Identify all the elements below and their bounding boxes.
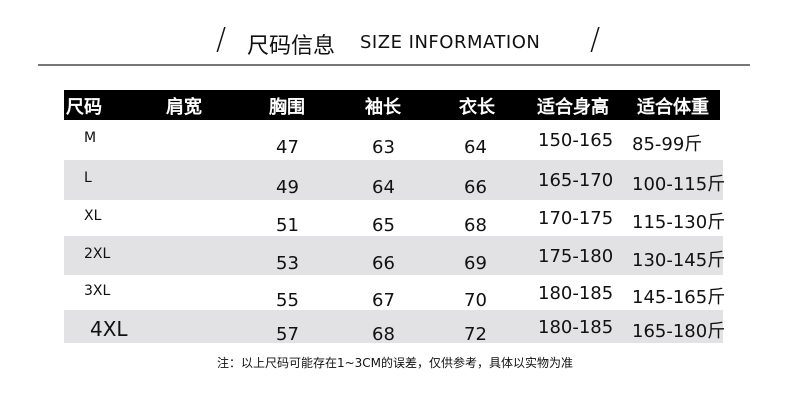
table-row: M 47 63 64 150-165 85-99斤 — [64, 120, 723, 160]
note: 注：以上尺码可能存在1~3CM的误差，仅供参考，具体以实物为准 — [216, 356, 574, 370]
cell-height: 170-175 — [538, 208, 614, 229]
cell-length: 66 — [464, 177, 487, 198]
cell-size: 3XL — [84, 282, 111, 299]
cell-weight: 115-130斤 — [632, 212, 726, 233]
cell-sleeve: 63 — [372, 137, 395, 158]
cell-length: 69 — [464, 252, 487, 274]
table-row: 3XL 55 67 70 180-185 145-165斤 — [64, 275, 726, 311]
table-row: XL 51 65 68 170-175 115-130斤 — [64, 200, 726, 236]
cell-length: 68 — [464, 215, 487, 236]
cell-length: 64 — [464, 137, 487, 158]
cell-sleeve: 68 — [372, 323, 395, 345]
cell-length: 70 — [464, 289, 487, 311]
cell-sleeve: 67 — [372, 289, 395, 311]
cell-weight: 130-145斤 — [632, 249, 726, 271]
cell-weight: 165-180斤 — [632, 320, 726, 342]
cell-height: 165-170 — [538, 170, 614, 191]
cell-size: L — [84, 170, 92, 186]
cell-weight: 145-165斤 — [632, 286, 726, 308]
cell-chest: 53 — [276, 252, 299, 274]
header-chest: 胸围 — [269, 97, 305, 118]
header-length: 衣长 — [459, 97, 495, 118]
title-slash-left: / — [216, 22, 227, 57]
table-row: 2XL 53 66 69 175-180 130-145斤 — [64, 236, 726, 275]
cell-chest: 47 — [276, 137, 299, 158]
cell-length: 72 — [464, 323, 487, 345]
cell-sleeve: 65 — [372, 215, 395, 236]
table-row: L 49 64 66 165-170 100-115斤 — [64, 160, 726, 200]
cell-chest: 57 — [276, 323, 299, 345]
cell-sleeve: 66 — [372, 252, 395, 274]
title-en: SIZE INFORMATION — [360, 32, 541, 53]
header-size: 尺码 — [66, 97, 102, 118]
title-cn: 尺码信息 — [247, 34, 336, 59]
cell-height: 175-180 — [538, 245, 614, 267]
cell-height: 180-185 — [538, 282, 614, 304]
cell-chest: 51 — [276, 215, 299, 236]
cell-size: XL — [84, 208, 102, 224]
cell-weight: 85-99斤 — [632, 134, 703, 155]
cell-sleeve: 64 — [372, 177, 395, 198]
header-height: 适合身高 — [537, 97, 609, 118]
cell-size: 2XL — [84, 245, 111, 262]
divider — [38, 64, 750, 66]
header-sleeve: 袖长 — [365, 97, 401, 118]
cell-chest: 49 — [276, 177, 299, 198]
header-shoulder: 肩宽 — [166, 97, 202, 118]
cell-height: 180-185 — [538, 316, 614, 338]
title-slash-right: / — [590, 22, 601, 57]
cell-size: M — [84, 130, 97, 146]
table-row: 4XL 57 68 72 180-185 165-180斤 — [64, 310, 726, 345]
cell-chest: 55 — [276, 289, 299, 311]
header-weight: 适合体重 — [637, 97, 709, 118]
cell-size: 4XL — [90, 316, 128, 341]
table-header: 尺码 肩宽 胸围 袖长 衣长 适合身高 适合体重 — [64, 90, 720, 120]
cell-height: 150-165 — [538, 130, 614, 151]
cell-weight: 100-115斤 — [632, 174, 726, 195]
